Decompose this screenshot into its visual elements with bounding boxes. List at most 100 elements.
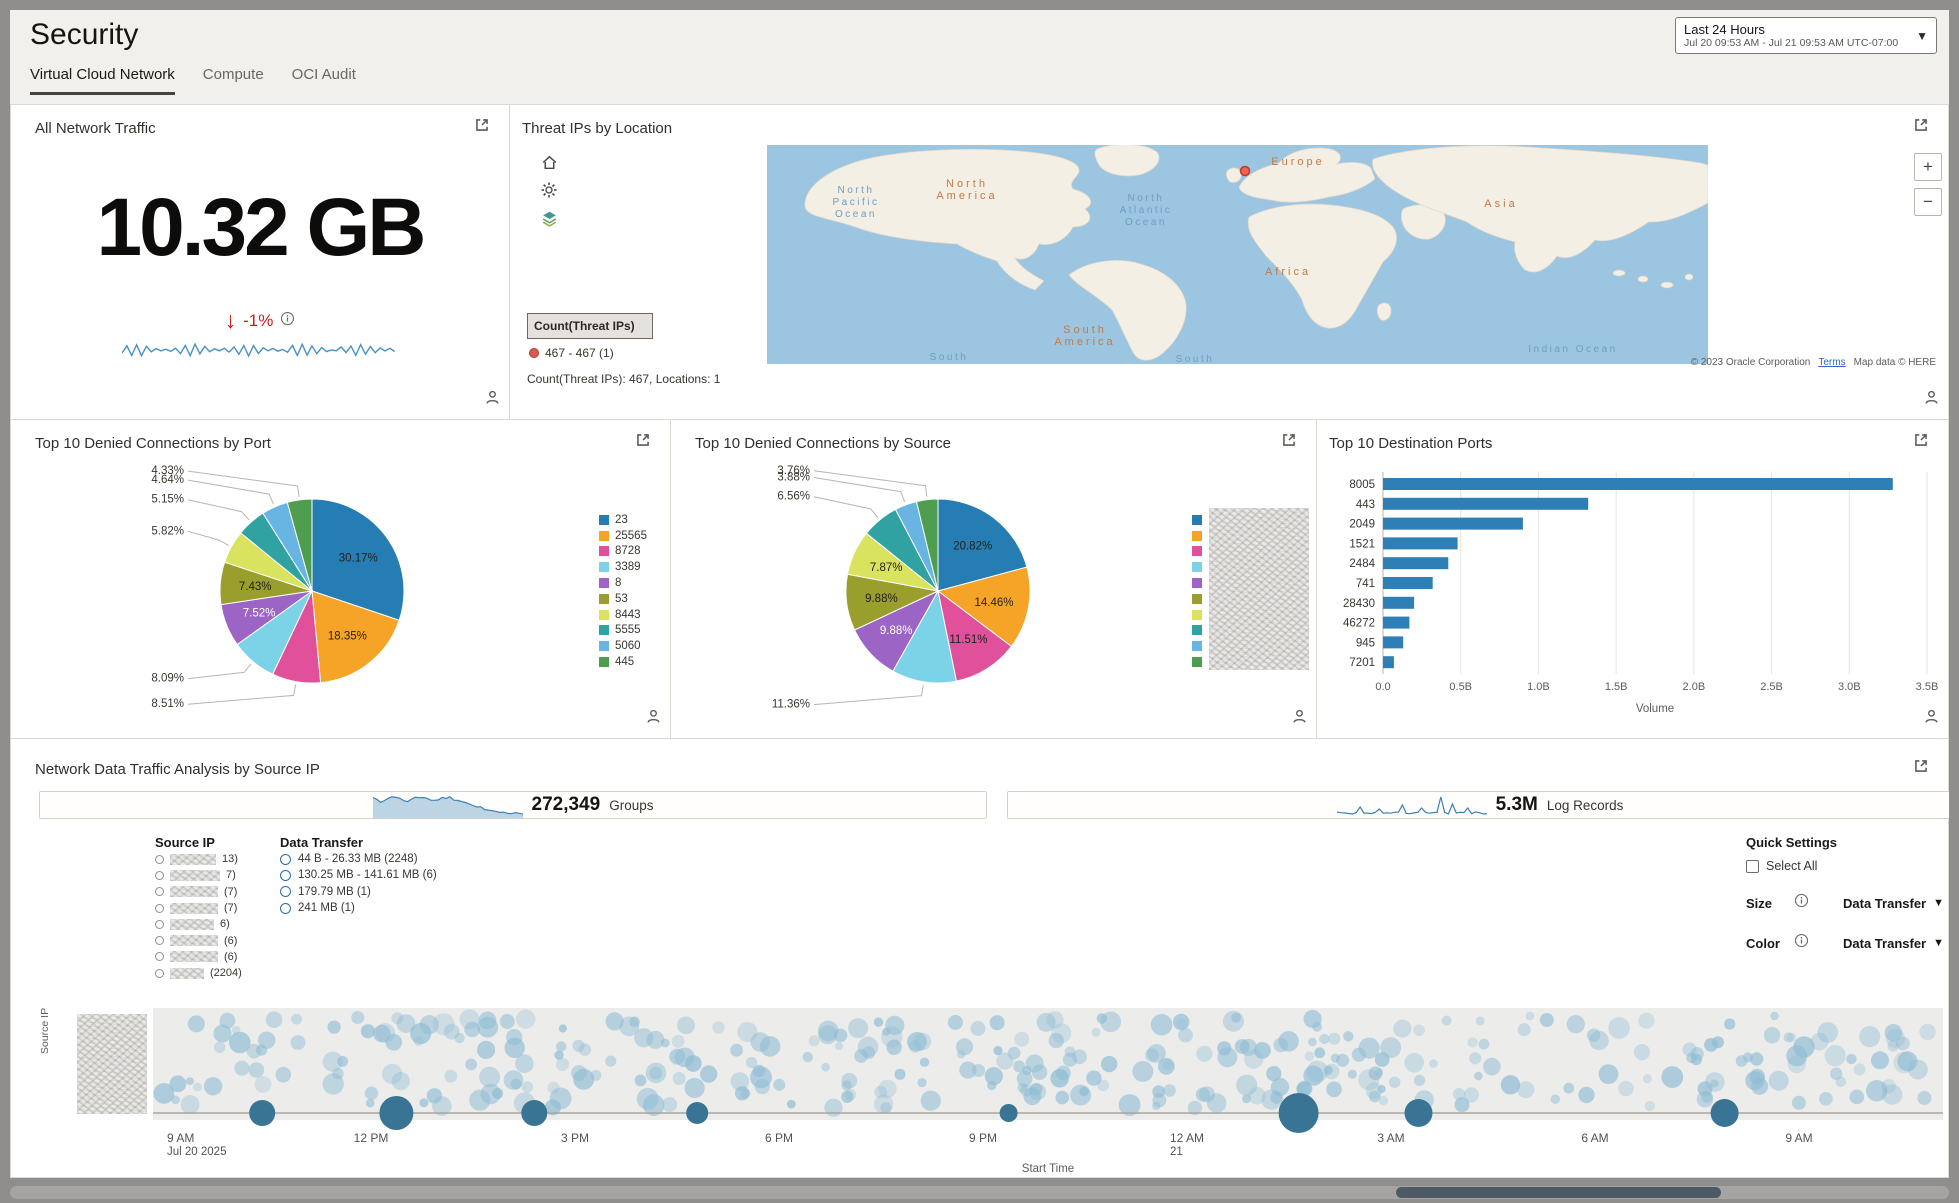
pie-slice[interactable]	[937, 589, 1013, 682]
source-ip-radio[interactable]	[155, 887, 164, 897]
size-dropdown[interactable]: Data Transfer ▼	[1843, 896, 1944, 911]
bar[interactable]	[1383, 557, 1449, 570]
person-filter-icon[interactable]	[1923, 389, 1940, 411]
tab-virtual-cloud-network[interactable]: Virtual Cloud Network	[30, 66, 175, 95]
data-transfer-radio[interactable]	[280, 886, 291, 898]
pie-slice[interactable]	[286, 498, 313, 592]
pie-slice[interactable]	[892, 589, 957, 684]
info-icon[interactable]	[1794, 933, 1809, 953]
source-ip-radio[interactable]	[155, 936, 164, 946]
terms-link[interactable]: Terms	[1818, 357, 1846, 368]
data-transfer-radio[interactable]	[280, 853, 291, 865]
source-ip-option[interactable]: (7)	[155, 900, 242, 916]
legend-item[interactable]: 53	[599, 591, 647, 607]
legend-item[interactable]	[1192, 512, 1202, 528]
world-map[interactable]: North America Europe Asia Africa South America…	[767, 145, 1708, 364]
pie-slice[interactable]	[936, 566, 1031, 648]
pie-slice[interactable]	[915, 498, 939, 592]
highlighted-traffic-bubble[interactable]	[521, 1100, 548, 1126]
legend-item[interactable]: 8728	[599, 544, 647, 560]
legend-item[interactable]: 5060	[599, 638, 647, 654]
person-filter-icon[interactable]	[1291, 708, 1308, 730]
bar-chart-destination-ports[interactable]: 0.0 0.5B 1.0B 1.5B 2.0B 2.5B 3.0B 3.5B 8005 443 20…	[1317, 466, 1949, 732]
horizontal-scrollbar[interactable]	[10, 1186, 1949, 1199]
source-ip-radio[interactable]	[155, 854, 164, 864]
source-ip-option[interactable]: (2204)	[155, 965, 242, 981]
open-in-new-window-icon[interactable]	[1912, 757, 1930, 780]
tab-oci-audit[interactable]: OCI Audit	[291, 66, 356, 83]
source-ip-option[interactable]: 6)	[155, 916, 242, 932]
legend-item[interactable]: 8443	[599, 607, 647, 623]
map-settings-gear-icon[interactable]	[540, 181, 560, 201]
bar[interactable]	[1383, 577, 1433, 589]
zoom-out-button[interactable]: −	[1914, 188, 1942, 216]
bar[interactable]	[1383, 656, 1394, 669]
legend-item[interactable]	[1192, 654, 1202, 670]
highlighted-traffic-bubble[interactable]	[379, 1096, 414, 1130]
select-all-option[interactable]: Select All	[1746, 859, 1944, 873]
legend-item[interactable]: 25565	[599, 528, 647, 544]
highlighted-traffic-bubble[interactable]	[1404, 1099, 1433, 1127]
legend-item[interactable]: 445	[599, 654, 647, 670]
legend-item[interactable]	[1192, 591, 1202, 607]
highlighted-traffic-bubble[interactable]	[686, 1102, 709, 1124]
pie-slice[interactable]	[311, 590, 400, 684]
open-in-new-window-icon[interactable]	[1912, 431, 1930, 454]
open-in-new-window-icon[interactable]	[634, 431, 652, 454]
threat-location-marker[interactable]	[1239, 165, 1251, 177]
bar[interactable]	[1383, 497, 1589, 510]
bar[interactable]	[1383, 537, 1458, 550]
pie-slice[interactable]	[311, 498, 405, 621]
data-transfer-option[interactable]: 241 MB (1)	[280, 900, 437, 916]
pie-slice[interactable]	[937, 498, 1028, 592]
open-in-new-window-icon[interactable]	[473, 116, 491, 139]
bar[interactable]	[1383, 616, 1410, 629]
legend-item[interactable]: 3389	[599, 559, 647, 575]
pie-chart-by-source[interactable]: 20.82% 14.46% 11.51% 11.36% 9.88% 9.88% 7.87% 6…	[671, 460, 1191, 732]
open-in-new-window-icon[interactable]	[1912, 116, 1930, 139]
color-dropdown[interactable]: Data Transfer ▼	[1843, 936, 1944, 951]
highlighted-traffic-bubble[interactable]	[249, 1100, 276, 1126]
legend-item[interactable]: 5555	[599, 623, 647, 639]
highlighted-traffic-bubble[interactable]	[999, 1104, 1018, 1122]
source-ip-option[interactable]: 7)	[155, 867, 242, 883]
legend-item[interactable]	[1192, 607, 1202, 623]
time-range-dropdown[interactable]: Last 24 Hours Jul 20 09:53 AM - Jul 21 0…	[1675, 17, 1937, 54]
data-transfer-option[interactable]: 179.79 MB (1)	[280, 884, 437, 900]
source-ip-option[interactable]: (7)	[155, 884, 242, 900]
bar[interactable]	[1383, 478, 1893, 490]
bubble-timeline-chart[interactable]	[153, 1008, 1943, 1140]
info-icon[interactable]	[1794, 893, 1809, 913]
legend-item[interactable]: 23	[599, 512, 647, 528]
legend-item[interactable]	[1192, 638, 1202, 654]
source-ip-radio[interactable]	[155, 952, 164, 962]
person-filter-icon[interactable]	[645, 708, 662, 730]
bar[interactable]	[1383, 596, 1415, 609]
scrollbar-thumb[interactable]	[1396, 1187, 1721, 1198]
person-filter-icon[interactable]	[1923, 708, 1940, 730]
info-icon[interactable]	[280, 311, 295, 331]
bar[interactable]	[1383, 517, 1523, 530]
legend-item[interactable]	[1192, 575, 1202, 591]
legend-item[interactable]	[1192, 559, 1202, 575]
legend-item[interactable]: 8	[599, 575, 647, 591]
data-transfer-radio[interactable]	[280, 869, 291, 881]
source-ip-radio[interactable]	[155, 919, 164, 929]
source-ip-option[interactable]: (6)	[155, 932, 242, 948]
data-transfer-option[interactable]: 44 B - 26.33 MB (2248)	[280, 851, 437, 867]
highlighted-traffic-bubble[interactable]	[1710, 1099, 1739, 1127]
legend-item[interactable]	[1192, 544, 1202, 560]
map-layers-icon[interactable]	[540, 209, 560, 229]
source-ip-radio[interactable]	[155, 968, 164, 978]
zoom-in-button[interactable]: +	[1914, 153, 1942, 181]
source-ip-radio[interactable]	[155, 870, 164, 880]
open-in-new-window-icon[interactable]	[1280, 431, 1298, 454]
pie-chart-by-port[interactable]: 30.17% 18.35% 8.51% 8.09% 7.52% 7.43% 5.82% 5.1…	[11, 460, 591, 732]
data-transfer-option[interactable]: 130.25 MB - 141.61 MB (6)	[280, 867, 437, 883]
data-transfer-radio[interactable]	[280, 902, 291, 914]
source-ip-option[interactable]: (6)	[155, 949, 242, 965]
map-home-icon[interactable]	[540, 153, 560, 173]
select-all-checkbox[interactable]	[1746, 859, 1759, 873]
legend-item[interactable]	[1192, 528, 1202, 544]
source-ip-radio[interactable]	[155, 903, 164, 913]
